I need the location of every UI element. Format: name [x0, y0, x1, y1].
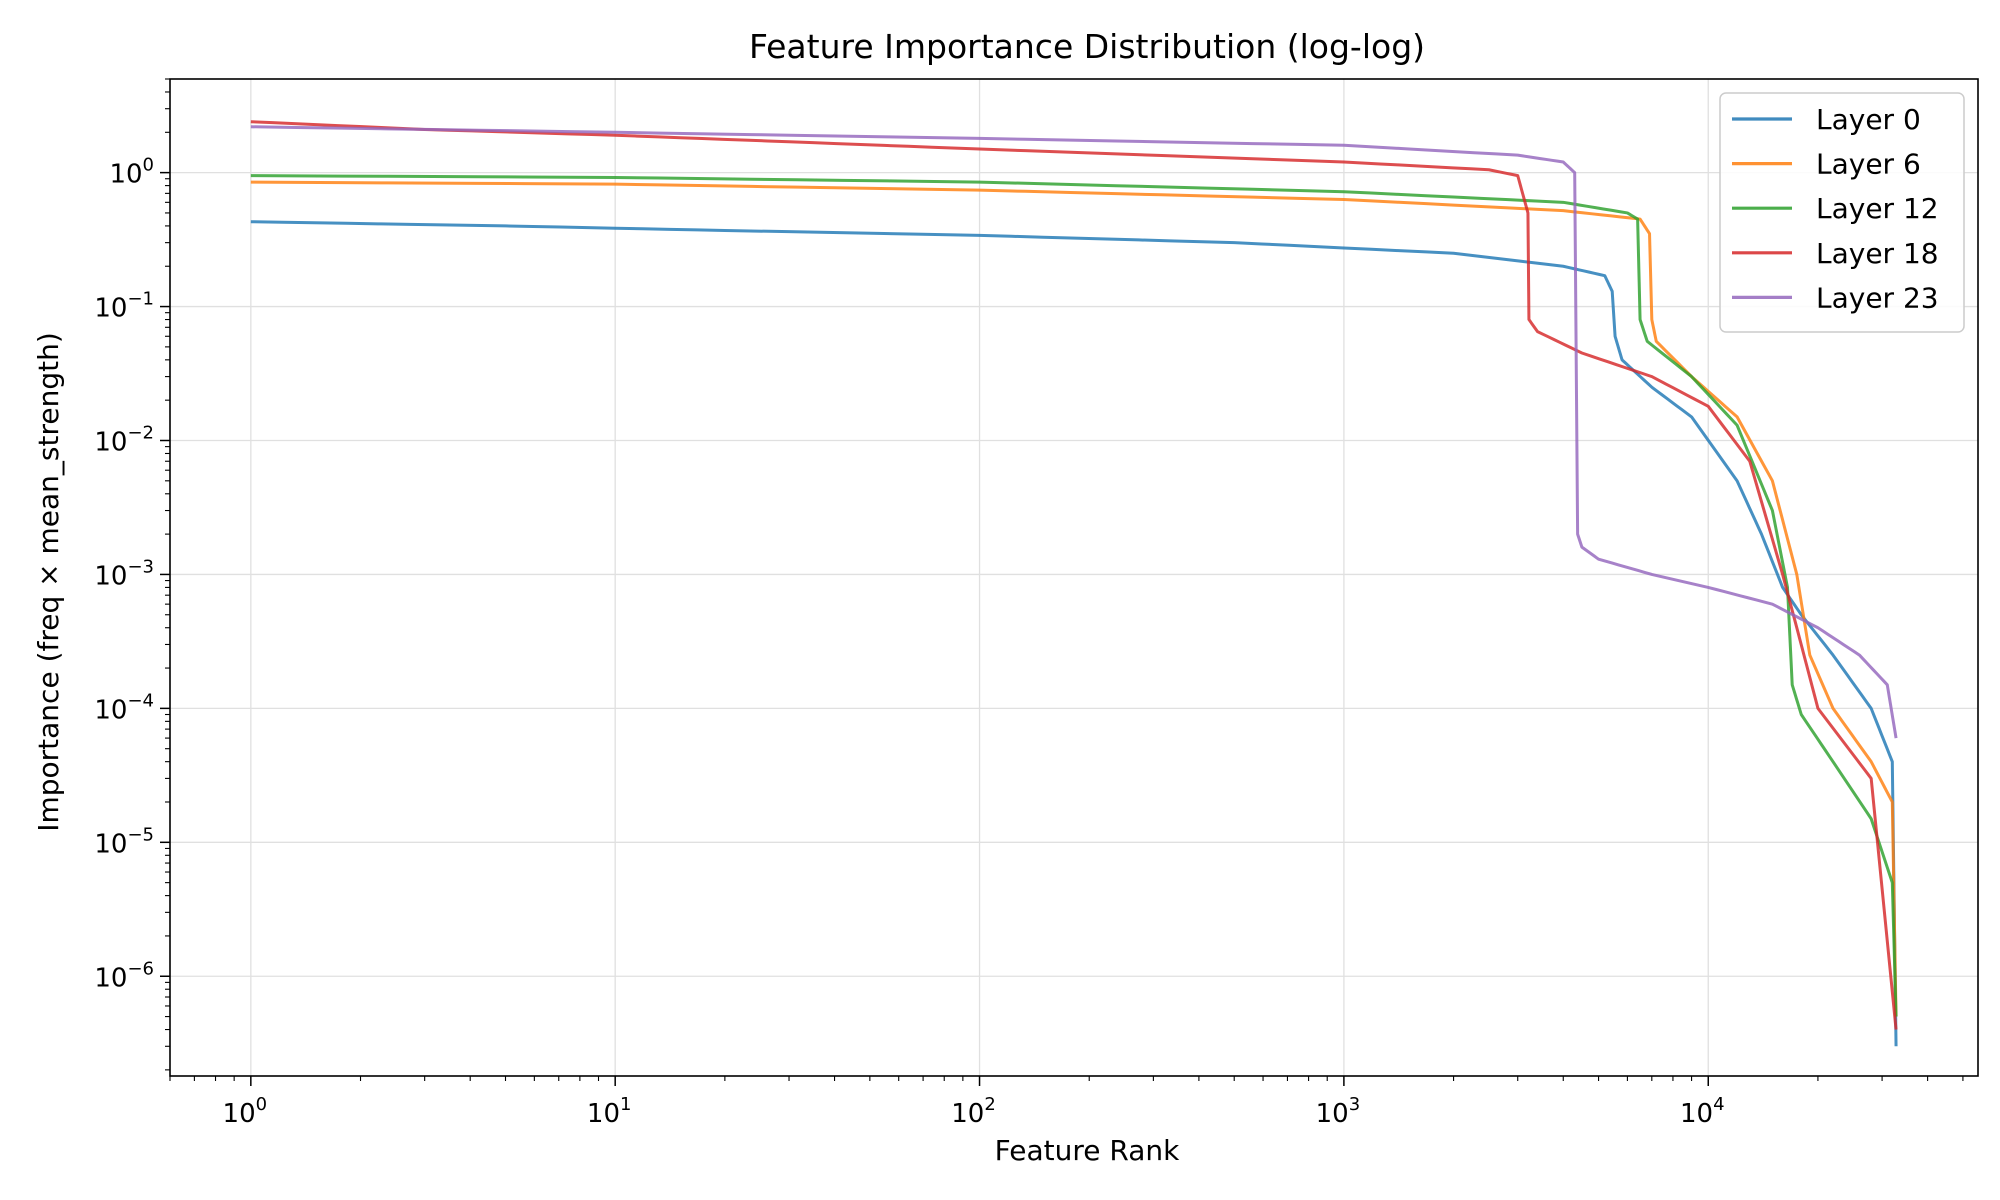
y-tick-label: 10−6	[94, 958, 154, 993]
x-tick-label: 102	[951, 1094, 996, 1129]
x-axis-label: Feature Rank	[995, 1134, 1180, 1167]
series-lines	[250, 120, 1898, 1047]
legend-label-layer-12: Layer 12	[1816, 192, 1939, 225]
y-tick-label: 10−4	[94, 690, 154, 725]
x-tick-label: 104	[1680, 1094, 1725, 1129]
y-axis-label: Importance (freq × mean_strength)	[32, 332, 65, 832]
series-line-layer-18	[250, 120, 1898, 1030]
legend-box	[1719, 92, 1965, 333]
legend-label-layer-18: Layer 18	[1816, 237, 1939, 270]
chart-title: Feature Importance Distribution (log-log…	[749, 27, 1425, 66]
legend-label-layer-23: Layer 23	[1816, 281, 1939, 314]
x-tick-label: 101	[587, 1094, 632, 1129]
series-line-layer-6	[250, 180, 1898, 1017]
series-line-layer-23	[250, 125, 1898, 739]
axis-tick-labels: 100 101 102 103 104 100 10−1 10−2 10−3 10−4 10−5 10…	[94, 155, 1724, 1129]
y-tick-label: 10−1	[94, 289, 154, 324]
y-tick-label: 100	[109, 155, 154, 190]
x-tick-label: 103	[1316, 1094, 1361, 1129]
series-line-layer-12	[250, 174, 1898, 1017]
x-tick-label: 100	[223, 1094, 268, 1129]
legend: Layer 0 Layer 6 Layer 12 Layer 18 Layer 23	[1719, 92, 1965, 333]
series-line-layer-0	[250, 220, 1898, 1047]
axis-ticks	[160, 78, 1964, 1086]
plot-area-frame	[169, 78, 1979, 1077]
y-tick-label: 10−2	[94, 422, 154, 457]
y-tick-label: 10−5	[94, 824, 154, 859]
y-tick-label: 10−3	[94, 556, 154, 591]
legend-label-layer-0: Layer 0	[1816, 103, 1921, 136]
legend-label-layer-6: Layer 6	[1816, 148, 1921, 181]
grid-lines	[170, 79, 1978, 1076]
